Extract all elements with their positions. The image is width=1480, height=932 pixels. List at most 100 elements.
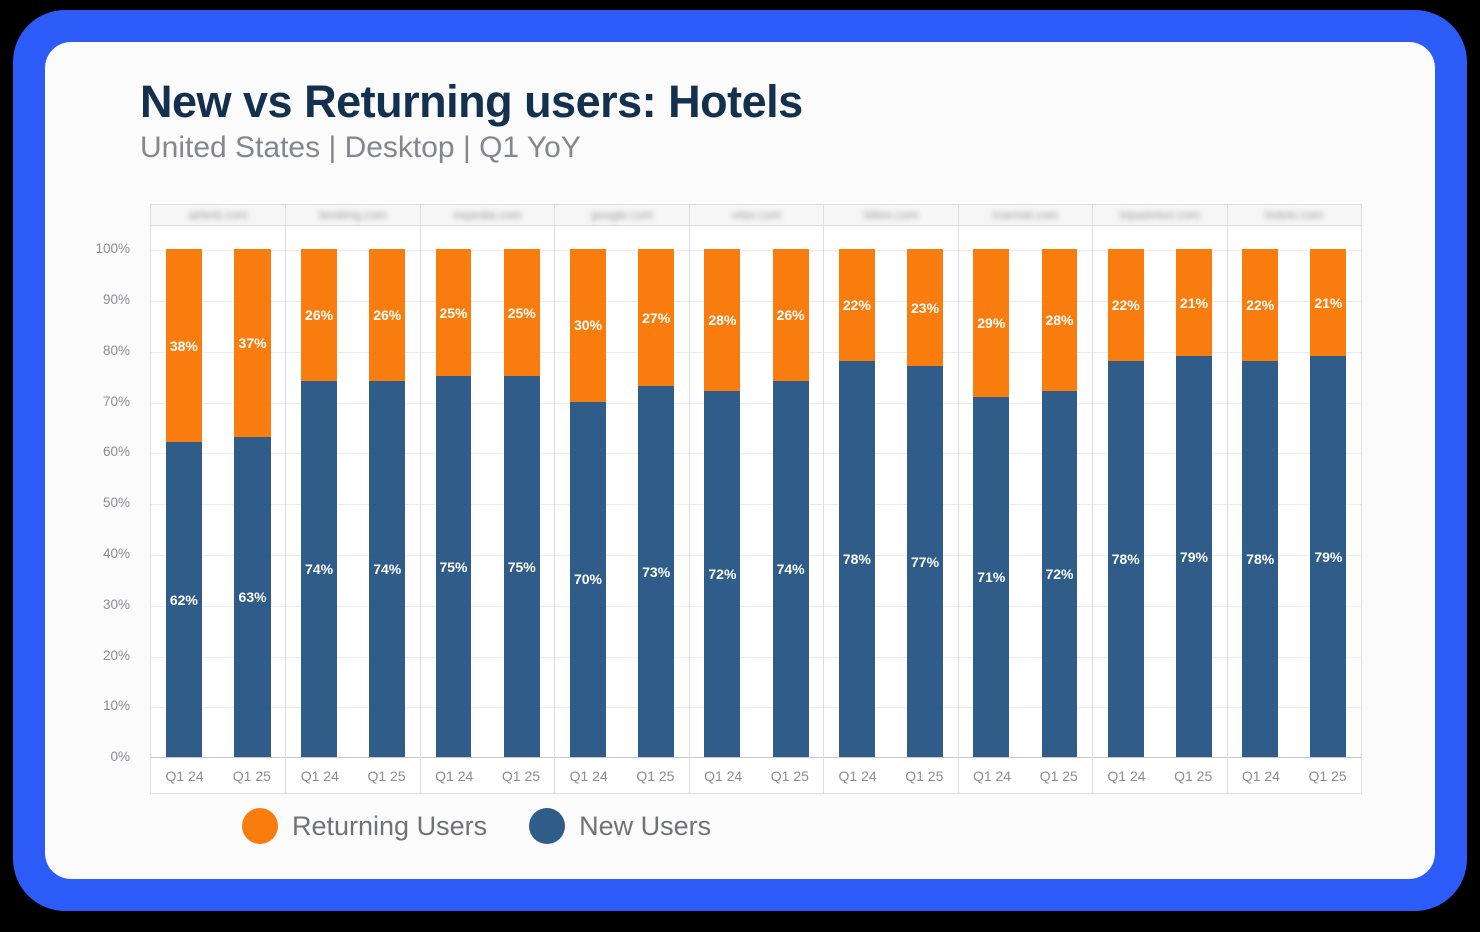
page-subtitle: United States | Desktop | Q1 YoY bbox=[140, 131, 581, 165]
blue-frame: New vs Returning users: Hotels United St… bbox=[13, 10, 1467, 911]
report-card: New vs Returning users: Hotels United St… bbox=[45, 42, 1435, 879]
page-title: New vs Returning users: Hotels bbox=[140, 76, 803, 127]
domain-label: expedia.com bbox=[453, 208, 522, 223]
stacked-bar: 29% 71% bbox=[973, 249, 1010, 758]
new-users-segment: 62% bbox=[165, 442, 202, 758]
group-header: expedia.com bbox=[420, 205, 555, 227]
y-axis-tick: 60% bbox=[102, 444, 130, 460]
new-users-segment: 79% bbox=[1310, 355, 1347, 758]
group-header: hotels.com bbox=[1227, 205, 1361, 227]
new-users-segment: 73% bbox=[638, 386, 675, 758]
group-plot: 38% 62% 37% 63% bbox=[151, 226, 285, 758]
returning-users-segment: 37% bbox=[234, 249, 271, 438]
group-header: hilton.com bbox=[824, 205, 958, 227]
group-header: vrbo.com bbox=[689, 205, 824, 227]
chart-group: airbnb.com 38% 62% 37% 63% Q1 24 Q1 25 bbox=[151, 205, 286, 793]
group-x-labels: Q1 24 Q1 25 bbox=[286, 757, 420, 793]
domain-label: marriott.com bbox=[992, 208, 1059, 223]
returning-users-segment: 26% bbox=[772, 249, 809, 382]
returning-users-segment: 21% bbox=[1175, 249, 1212, 356]
x-axis-label: Q1 25 bbox=[501, 767, 541, 784]
bar-pair: 28% 72% 26% 74% bbox=[704, 249, 809, 758]
y-axis-tick: 30% bbox=[102, 596, 130, 612]
returning-users-swatch bbox=[242, 808, 278, 845]
legend-item-returning-users: Returning Users bbox=[242, 808, 488, 845]
chart-group: hotels.com 22% 78% 21% 79% Q1 24 Q1 25 bbox=[1226, 205, 1361, 794]
chart-group: hilton.com 22% 78% 23% 77% Q1 24 Q1 25 bbox=[823, 205, 958, 794]
stacked-bar: 27% 73% bbox=[638, 249, 675, 758]
legend-label: New Users bbox=[579, 810, 712, 841]
group-header: google.com bbox=[555, 205, 689, 227]
domain-label: booking.com bbox=[319, 208, 388, 223]
x-axis-label: Q1 25 bbox=[1039, 767, 1078, 784]
y-axis-tick: 0% bbox=[110, 749, 130, 765]
chart-area: 0% 10% 20% 30% 40% 50% 60% 70% 80% 90% 100% airbnb… bbox=[95, 204, 1362, 845]
new-users-segment: 75% bbox=[435, 376, 472, 758]
new-users-segment: 78% bbox=[838, 361, 875, 758]
y-axis-tick: 70% bbox=[102, 393, 130, 409]
returning-users-segment: 27% bbox=[638, 249, 675, 387]
new-users-segment: 78% bbox=[1242, 361, 1279, 758]
chart-legend: Returning Users New Users bbox=[242, 808, 1362, 845]
new-users-segment: 79% bbox=[1175, 355, 1212, 758]
bar-pair: 22% 78% 21% 79% bbox=[1242, 249, 1347, 758]
group-plot: 29% 71% 28% 72% bbox=[959, 226, 1092, 758]
x-axis-label: Q1 24 bbox=[838, 767, 877, 784]
chart-group: vrbo.com 28% 72% 26% 74% Q1 24 Q1 25 bbox=[688, 205, 824, 794]
stacked-bar: 38% 62% bbox=[165, 249, 202, 758]
chart-group: tripadvisor.com 22% 78% 21% 79% Q1 24 Q1 25 bbox=[1092, 205, 1227, 794]
group-plot: 26% 74% 26% 74% bbox=[286, 226, 419, 758]
bar-pair: 22% 78% 21% 79% bbox=[1107, 249, 1212, 758]
group-plot: 30% 70% 27% 73% bbox=[555, 226, 688, 758]
returning-users-segment: 38% bbox=[165, 249, 202, 443]
returning-users-segment: 29% bbox=[973, 249, 1010, 397]
bar-pair: 29% 71% 28% 72% bbox=[973, 249, 1078, 758]
x-axis-label: Q1 24 bbox=[300, 767, 339, 784]
chart-table: airbnb.com 38% 62% 37% 63% Q1 24 Q1 25 booking.… bbox=[150, 204, 1362, 795]
group-x-labels: Q1 24 Q1 25 bbox=[151, 757, 286, 793]
new-users-segment: 74% bbox=[301, 381, 338, 758]
stacked-bar: 22% 78% bbox=[1242, 249, 1279, 758]
group-plot: 28% 72% 26% 74% bbox=[690, 226, 823, 758]
returning-users-segment: 26% bbox=[301, 249, 338, 382]
returning-users-segment: 22% bbox=[838, 249, 875, 361]
group-x-labels: Q1 24 Q1 25 bbox=[689, 757, 824, 793]
returning-users-segment: 25% bbox=[435, 249, 472, 377]
returning-users-segment: 28% bbox=[704, 249, 741, 392]
domain-label: hilton.com bbox=[863, 208, 919, 223]
domain-label: tripadvisor.com bbox=[1119, 208, 1201, 223]
x-axis-label: Q1 25 bbox=[1174, 767, 1213, 784]
y-axis-tick: 20% bbox=[102, 647, 130, 663]
new-users-segment: 72% bbox=[704, 391, 741, 758]
bar-pair: 26% 74% 26% 74% bbox=[301, 249, 406, 758]
stacked-bar: 37% 63% bbox=[234, 249, 271, 758]
chart-group: expedia.com 25% 75% 25% 75% Q1 24 Q1 25 bbox=[419, 205, 555, 794]
stacked-bar: 26% 74% bbox=[369, 249, 406, 758]
group-plot: 22% 78% 23% 77% bbox=[824, 226, 957, 758]
bar-groups: airbnb.com 38% 62% 37% 63% Q1 24 Q1 25 booking.… bbox=[151, 205, 1361, 794]
x-axis-label: Q1 25 bbox=[905, 767, 944, 784]
new-users-segment: 74% bbox=[772, 381, 809, 758]
group-x-labels: Q1 24 Q1 25 bbox=[1227, 757, 1361, 793]
new-users-segment: 63% bbox=[234, 437, 271, 758]
stacked-bar: 26% 74% bbox=[772, 249, 809, 758]
returning-users-segment: 23% bbox=[907, 249, 943, 367]
domain-label: google.com bbox=[591, 208, 654, 223]
returning-users-segment: 25% bbox=[503, 249, 540, 377]
group-header: marriott.com bbox=[958, 205, 1093, 227]
stacked-bar: 26% 74% bbox=[301, 249, 338, 758]
chart-group: marriott.com 29% 71% 28% 72% Q1 24 Q1 25 bbox=[957, 205, 1093, 794]
x-axis-label: Q1 24 bbox=[1107, 767, 1146, 784]
returning-users-segment: 28% bbox=[1041, 249, 1078, 392]
group-plot: 22% 78% 21% 79% bbox=[1228, 226, 1361, 758]
y-axis-tick: 80% bbox=[102, 342, 130, 358]
stacked-bar: 21% 79% bbox=[1310, 249, 1347, 758]
returning-users-segment: 22% bbox=[1107, 249, 1144, 361]
x-axis-label: Q1 24 bbox=[704, 767, 743, 784]
legend-label: Returning Users bbox=[292, 810, 488, 841]
x-axis-label: Q1 24 bbox=[972, 767, 1012, 784]
y-axis-tick: 40% bbox=[102, 546, 130, 562]
group-header: booking.com bbox=[286, 205, 420, 227]
y-axis-tick: 100% bbox=[95, 241, 130, 257]
x-axis-label: Q1 25 bbox=[232, 767, 271, 784]
